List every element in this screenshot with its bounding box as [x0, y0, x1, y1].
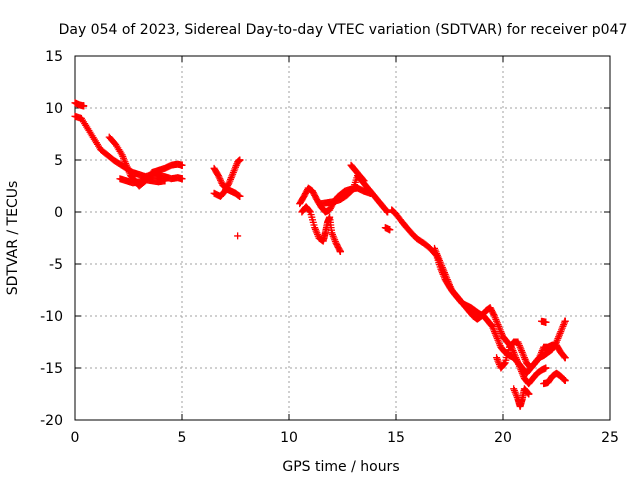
data-point — [561, 376, 569, 384]
data-point — [561, 354, 569, 362]
data-point — [542, 318, 550, 326]
data-point — [234, 232, 242, 240]
data-point — [224, 180, 232, 188]
x-tick-label: 25 — [601, 430, 619, 446]
data-point — [386, 226, 394, 234]
x-tick-label: 10 — [280, 430, 298, 446]
data-point — [336, 246, 344, 254]
data-point — [236, 156, 244, 164]
gridlines — [75, 56, 610, 420]
data-point — [178, 175, 186, 183]
data-point — [161, 177, 169, 185]
x-tick-label: 15 — [387, 430, 405, 446]
series-track-2 — [71, 99, 88, 110]
data-point — [306, 207, 314, 215]
y-tick-label: -20 — [40, 413, 63, 429]
data-point — [360, 177, 368, 185]
y-tick-label: -5 — [49, 257, 63, 273]
y-tick-label: 10 — [45, 101, 63, 117]
data-markers — [71, 99, 569, 410]
data-point — [560, 376, 568, 384]
series-track-6 — [210, 156, 244, 200]
data-point — [217, 176, 225, 184]
data-point — [216, 175, 224, 183]
series-track-9 — [298, 203, 344, 256]
series-track-17 — [538, 317, 550, 326]
x-tick-label: 0 — [71, 430, 80, 446]
data-point — [560, 375, 568, 383]
series-track-7 — [234, 232, 242, 240]
data-point — [217, 178, 225, 186]
series-track-11 — [347, 161, 368, 185]
series-track-14 — [493, 338, 569, 372]
y-tick-label: -10 — [40, 309, 63, 325]
series-track-15 — [510, 385, 533, 410]
y-tick-label: 0 — [54, 205, 63, 221]
data-point — [500, 360, 508, 368]
data-point — [215, 173, 223, 181]
data-point — [542, 364, 550, 372]
x-axis-label: GPS time / hours — [282, 459, 399, 475]
data-point — [80, 102, 88, 110]
data-point — [336, 248, 344, 256]
y-tick-label: -15 — [40, 361, 63, 377]
x-tick-label: 5 — [178, 430, 187, 446]
data-point — [524, 389, 532, 397]
y-tick-label: 15 — [45, 49, 63, 65]
series-track-18 — [381, 224, 394, 234]
data-point — [359, 176, 367, 184]
data-point — [178, 161, 186, 169]
series-track-16 — [540, 369, 569, 388]
y-tick-label: 5 — [54, 153, 63, 169]
data-point — [236, 192, 244, 200]
data-point — [561, 317, 569, 325]
data-point — [490, 311, 498, 319]
series-track-4 — [116, 175, 169, 187]
y-axis-label: SDTVAR / TECUs — [5, 181, 21, 296]
x-tick-label: 20 — [494, 430, 512, 446]
plot-frame — [74, 55, 611, 421]
data-point — [214, 172, 222, 180]
axes: 0 5 10 15 20 25 -20 -15 -10 -5 0 5 10 15 — [40, 49, 619, 446]
chart-title: Day 054 of 2023, Sidereal Day-to-day VTE… — [59, 22, 628, 38]
data-point — [525, 390, 533, 398]
data-point — [383, 208, 391, 216]
data-point — [560, 353, 568, 361]
